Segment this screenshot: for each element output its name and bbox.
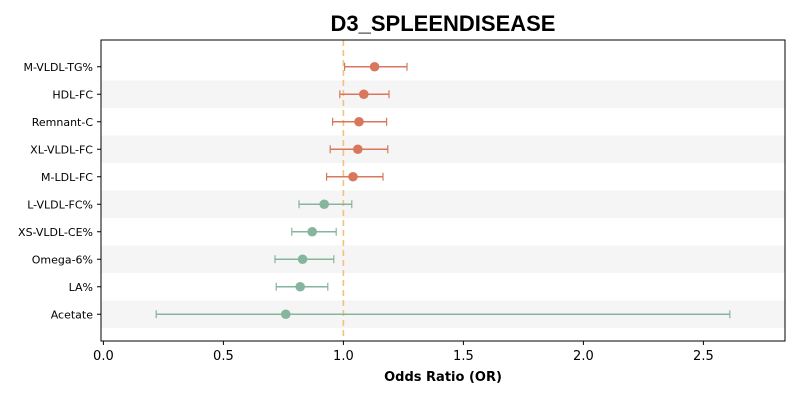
x-tick-label: 0.0 [93, 349, 114, 364]
or-point [348, 171, 358, 182]
or-point [295, 281, 306, 292]
or-point [353, 144, 363, 155]
x-tick-label: 1.0 [333, 349, 354, 364]
or-point [319, 199, 330, 210]
y-tick-label: L-VLDL-FC% [27, 198, 93, 211]
y-tick-label: XL-VLDL-FC [30, 143, 93, 156]
x-axis-label: Odds Ratio (OR) [384, 370, 502, 385]
y-tick-label: Omega-6% [32, 253, 93, 266]
or-point [281, 309, 291, 320]
y-tick-label: M-LDL-FC [41, 171, 93, 184]
y-tick-label: XS-VLDL-CE% [18, 226, 93, 239]
x-axis: 0.0 0.5 1.0 1.5 2.0 2.5 [93, 341, 714, 364]
x-tick-label: 1.5 [453, 349, 474, 364]
chart-title: D3_SPLEENDISEASE [331, 11, 556, 36]
row-band [101, 80, 785, 108]
row-band [101, 245, 785, 273]
row-band [101, 190, 785, 218]
x-tick-label: 2.0 [573, 349, 594, 364]
or-point [354, 116, 364, 127]
row-bands [101, 80, 785, 328]
or-point [307, 226, 318, 237]
or-point [297, 254, 308, 265]
y-tick-label: LA% [69, 281, 93, 294]
x-tick-label: 2.5 [693, 349, 714, 364]
or-point [359, 89, 369, 100]
y-axis: M-VLDL-TG% HDL-FC Remnant-C XL-VLDL-FC M-LDL… [18, 61, 101, 321]
y-tick-label: HDL-FC [52, 88, 93, 101]
plot-frame [100, 39, 786, 342]
x-tick-label: 0.5 [213, 349, 234, 364]
plot-marks [155, 61, 731, 320]
y-tick-label: Remnant-C [32, 116, 94, 129]
row-band [101, 135, 785, 163]
y-tick-label: Acetate [51, 308, 94, 321]
y-tick-label: M-VLDL-TG% [23, 61, 93, 74]
or-point [369, 61, 380, 72]
